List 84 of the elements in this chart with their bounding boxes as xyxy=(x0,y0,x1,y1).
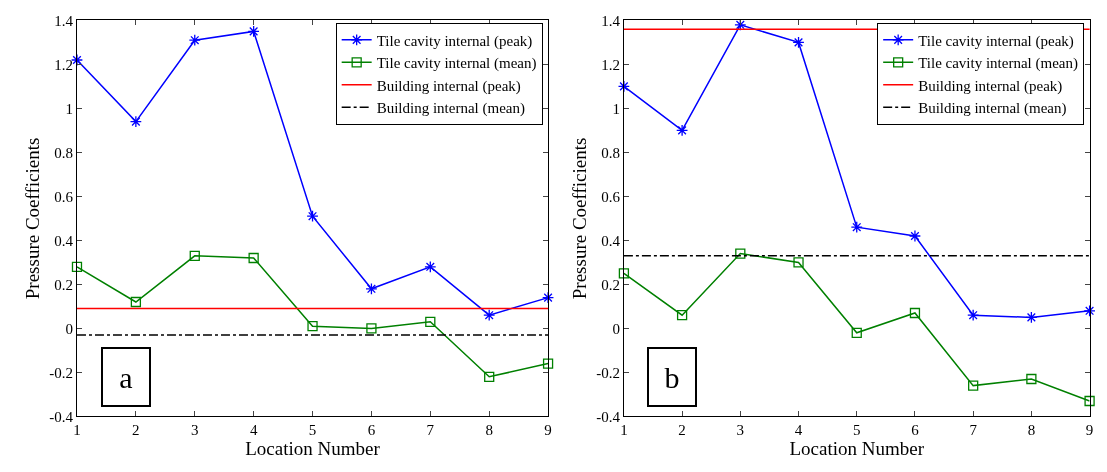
legend-label: Building internal (mean) xyxy=(918,100,1067,118)
point xyxy=(968,380,979,391)
y-tick-label: 0.6 xyxy=(54,188,74,205)
x-tick-label: 8 xyxy=(485,422,493,439)
point xyxy=(130,296,142,308)
legend-label: Building internal (peak) xyxy=(376,77,521,95)
x-tick-label: 6 xyxy=(367,422,376,439)
y-tick-label: 1.2 xyxy=(601,56,620,73)
y-tick-label: 0.8 xyxy=(54,144,73,161)
point xyxy=(542,358,554,369)
point xyxy=(425,316,436,327)
legend-label: Building internal (mean) xyxy=(376,100,525,118)
x-tick-label: 9 xyxy=(1085,422,1094,439)
point xyxy=(129,115,142,128)
point xyxy=(1026,373,1037,385)
x-tick-label: 2 xyxy=(132,422,140,439)
point xyxy=(792,36,805,49)
point xyxy=(676,124,689,137)
y-tick-label: -0.2 xyxy=(49,364,73,381)
x-tick-label: 5 xyxy=(308,422,317,439)
x-tick-label: 9 xyxy=(544,422,552,439)
legend-label: Tile cavity internal (mean) xyxy=(918,55,1078,73)
y-tick-label: -0.4 xyxy=(49,408,74,425)
point xyxy=(248,252,259,264)
point xyxy=(735,248,746,259)
y-tick-label: 0.8 xyxy=(601,144,620,161)
annotation: a xyxy=(119,360,133,394)
legend-label: Tile cavity internal (peak) xyxy=(376,32,533,50)
point xyxy=(1025,311,1038,324)
point xyxy=(851,327,862,338)
point xyxy=(793,257,804,268)
y-axis-title: Pressure Coefficients xyxy=(568,137,590,300)
x-axis-title: Location Number xyxy=(789,438,925,460)
x-tick-label: 5 xyxy=(852,422,861,439)
legend-label: Building internal (peak) xyxy=(918,77,1063,95)
y-tick-label: 0.4 xyxy=(601,232,621,249)
y-tick-label: 1 xyxy=(65,100,73,117)
x-tick-label: 6 xyxy=(911,422,920,439)
point xyxy=(542,291,555,304)
point xyxy=(484,371,495,382)
point xyxy=(188,34,201,47)
y-tick-label: 1.4 xyxy=(54,12,74,29)
x-tick-label: 4 xyxy=(249,422,258,439)
point xyxy=(189,250,200,261)
x-tick-label: 4 xyxy=(794,422,803,439)
point xyxy=(424,260,437,273)
point xyxy=(1084,395,1095,407)
y-tick-label: -0.4 xyxy=(596,408,621,425)
y-tick-label: -0.2 xyxy=(596,364,620,381)
y-tick-label: 0.2 xyxy=(54,276,73,293)
legend-label: Tile cavity internal (peak) xyxy=(918,32,1074,50)
point xyxy=(306,210,319,223)
point xyxy=(1083,304,1096,317)
x-tick-label: 3 xyxy=(736,422,745,439)
y-tick-label: 0.2 xyxy=(601,276,620,293)
legend-label: Tile cavity internal (mean) xyxy=(376,55,537,73)
y-tick-label: 0.6 xyxy=(601,188,621,205)
y-tick-label: 0 xyxy=(65,320,73,337)
point xyxy=(483,309,496,322)
point xyxy=(617,80,630,93)
y-tick-label: 0 xyxy=(612,320,620,337)
point xyxy=(618,268,630,279)
y-tick-label: 0.4 xyxy=(54,232,74,249)
y-tick-label: 1 xyxy=(612,100,620,117)
point xyxy=(908,229,922,243)
point xyxy=(909,307,921,319)
y-tick-label: 1.2 xyxy=(54,56,73,73)
point xyxy=(365,282,378,295)
point xyxy=(676,310,688,321)
point xyxy=(366,323,377,334)
point xyxy=(850,221,863,234)
x-tick-label: 7 xyxy=(426,422,435,439)
x-axis-title: Location Number xyxy=(245,438,381,460)
x-tick-label: 3 xyxy=(191,422,199,439)
x-tick-label: 7 xyxy=(969,422,978,439)
x-tick-label: 2 xyxy=(678,422,686,439)
point xyxy=(247,25,260,38)
point xyxy=(967,309,980,322)
y-axis-title: Pressure Coefficients xyxy=(22,137,44,300)
annotation: b xyxy=(664,360,680,394)
x-tick-label: 8 xyxy=(1027,422,1036,439)
point xyxy=(307,321,318,332)
point xyxy=(71,261,83,272)
y-tick-label: 1.4 xyxy=(601,12,621,29)
